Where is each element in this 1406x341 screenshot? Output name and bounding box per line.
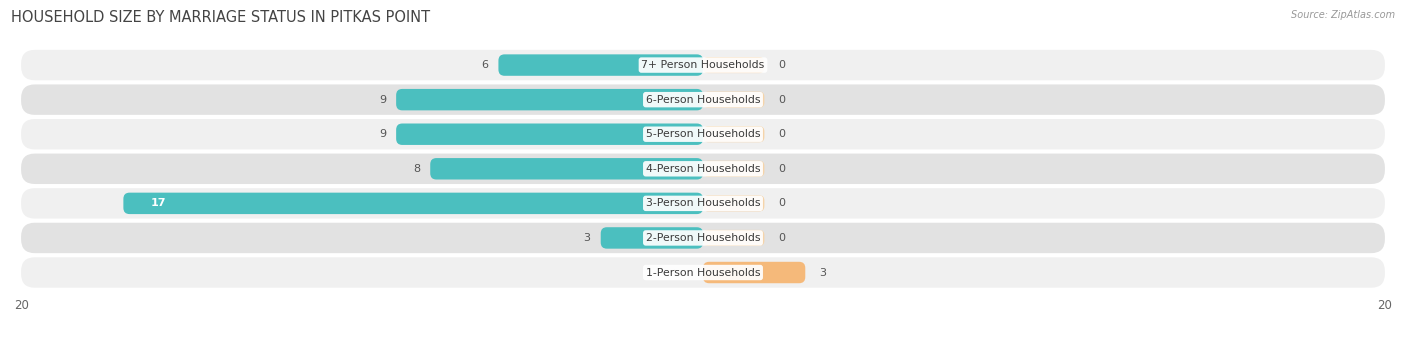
Text: 1-Person Households: 1-Person Households: [645, 268, 761, 278]
Text: 6: 6: [481, 60, 488, 70]
Text: 8: 8: [413, 164, 420, 174]
FancyBboxPatch shape: [21, 188, 1385, 219]
Text: 9: 9: [378, 129, 385, 139]
FancyBboxPatch shape: [703, 262, 806, 283]
FancyBboxPatch shape: [21, 153, 1385, 184]
Text: 7+ Person Households: 7+ Person Households: [641, 60, 765, 70]
FancyBboxPatch shape: [499, 54, 703, 76]
FancyBboxPatch shape: [396, 89, 703, 110]
FancyBboxPatch shape: [21, 257, 1385, 288]
Text: 9: 9: [378, 95, 385, 105]
FancyBboxPatch shape: [703, 230, 765, 246]
FancyBboxPatch shape: [124, 193, 703, 214]
Text: 3-Person Households: 3-Person Households: [645, 198, 761, 208]
FancyBboxPatch shape: [600, 227, 703, 249]
FancyBboxPatch shape: [21, 85, 1385, 115]
Text: 4-Person Households: 4-Person Households: [645, 164, 761, 174]
Text: 17: 17: [150, 198, 166, 208]
FancyBboxPatch shape: [703, 57, 765, 73]
Text: 0: 0: [778, 233, 785, 243]
Text: 3: 3: [583, 233, 591, 243]
FancyBboxPatch shape: [21, 50, 1385, 80]
FancyBboxPatch shape: [430, 158, 703, 179]
Text: 0: 0: [778, 60, 785, 70]
FancyBboxPatch shape: [21, 119, 1385, 149]
Text: 2-Person Households: 2-Person Households: [645, 233, 761, 243]
FancyBboxPatch shape: [396, 123, 703, 145]
Text: HOUSEHOLD SIZE BY MARRIAGE STATUS IN PITKAS POINT: HOUSEHOLD SIZE BY MARRIAGE STATUS IN PIT…: [11, 10, 430, 25]
FancyBboxPatch shape: [703, 161, 765, 177]
FancyBboxPatch shape: [21, 223, 1385, 253]
Text: Source: ZipAtlas.com: Source: ZipAtlas.com: [1291, 10, 1395, 20]
Text: 0: 0: [778, 198, 785, 208]
FancyBboxPatch shape: [703, 126, 765, 142]
FancyBboxPatch shape: [703, 92, 765, 108]
Text: 6-Person Households: 6-Person Households: [645, 95, 761, 105]
Text: 0: 0: [778, 95, 785, 105]
Text: 0: 0: [778, 129, 785, 139]
FancyBboxPatch shape: [703, 195, 765, 211]
Text: 0: 0: [778, 164, 785, 174]
Text: 5-Person Households: 5-Person Households: [645, 129, 761, 139]
Text: 3: 3: [818, 268, 825, 278]
